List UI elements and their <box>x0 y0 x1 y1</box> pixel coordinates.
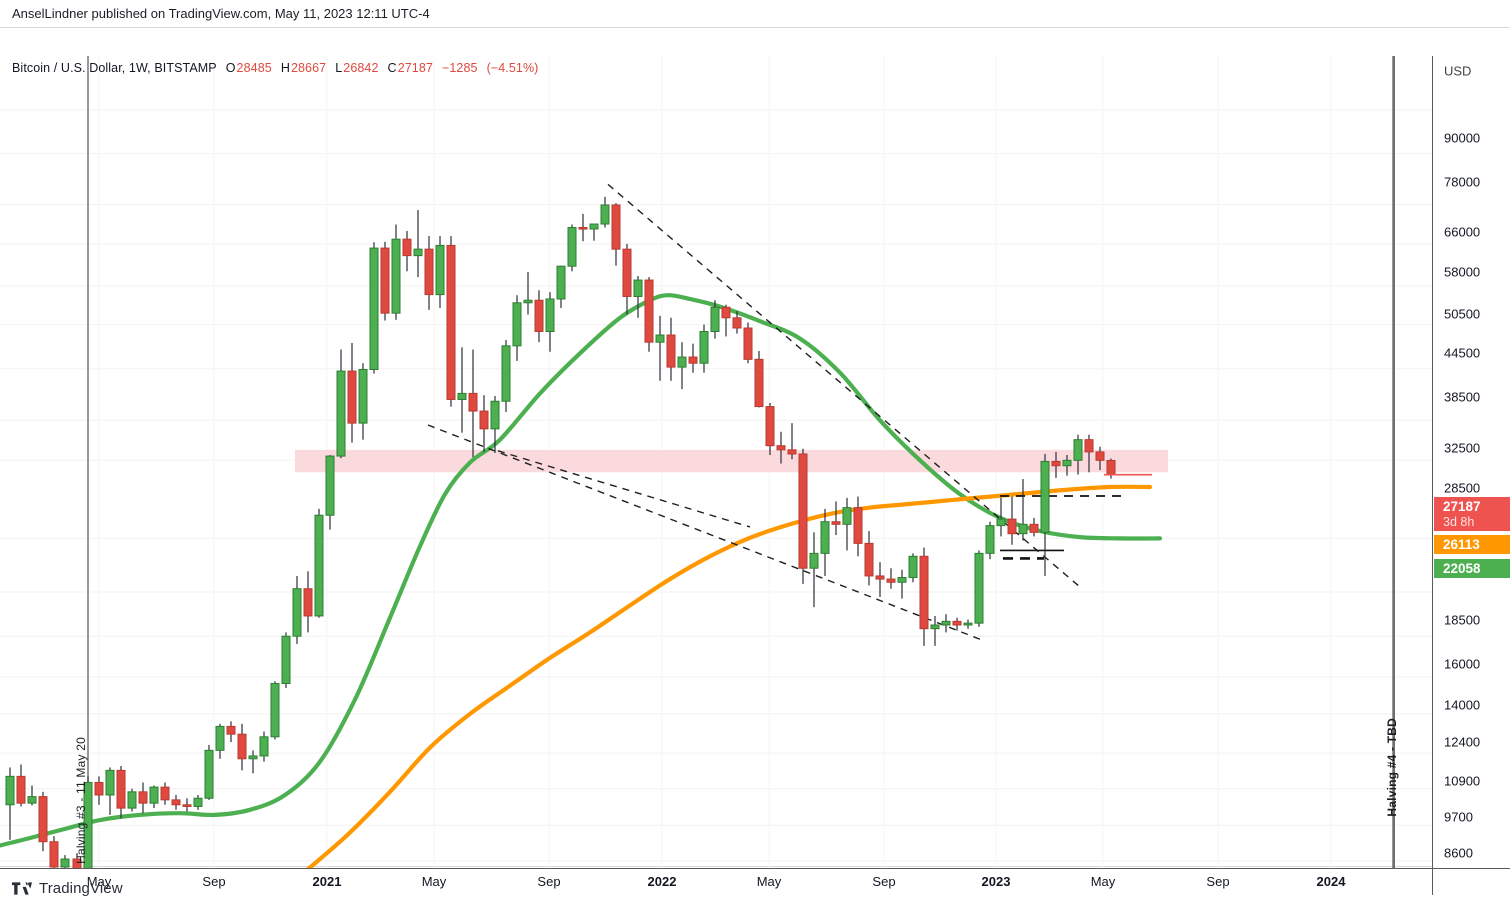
price-tick-32500: 32500 <box>1444 440 1481 456</box>
chart-frame: Bitcoin / U.S. Dollar, 1W, BITSTAMP O2848… <box>0 27 1510 897</box>
ma-fast-price-tag[interactable]: 22058 <box>1434 559 1510 578</box>
ohlc-o-value: 28485 <box>236 61 272 75</box>
time-tick-Sep[interactable]: Sep <box>537 874 561 889</box>
time-tick-May[interactable]: May <box>756 874 782 889</box>
change-percent: (−4.51%) <box>486 61 539 75</box>
ohlc-h-label: H <box>280 61 290 75</box>
price-plot[interactable]: Halving #3 - 11 May 20 <box>0 56 1432 868</box>
tradingview-brand: TradingView <box>39 879 123 897</box>
price-tick-58000: 58000 <box>1444 264 1481 280</box>
symbol-title[interactable]: Bitcoin / U.S. Dollar, 1W, BITSTAMP <box>12 61 217 75</box>
time-tick-Sep[interactable]: Sep <box>202 874 226 889</box>
price-tick-38500: 38500 <box>1444 389 1481 405</box>
time-tick-May[interactable]: May <box>421 874 447 889</box>
halving4-label: Halving #4 - TBD <box>1385 718 1399 817</box>
time-tick-Sep[interactable]: Sep <box>1206 874 1230 889</box>
time-axis[interactable]: May Sep 2021 May Sep 2022 May Sep 2023 May Sep 2024 <box>0 868 1432 895</box>
ma-slow-price-tag[interactable]: 26113 <box>1434 535 1510 554</box>
bar-countdown: 3d 8h <box>1443 514 1475 529</box>
ohlc-h-value: 28667 <box>290 61 327 75</box>
time-tick-May[interactable]: May <box>1090 874 1116 889</box>
price-tick-50500: 50500 <box>1444 306 1481 322</box>
time-tick-2023[interactable]: 2023 <box>981 874 1011 889</box>
price-tick-14000: 14000 <box>1444 697 1481 713</box>
time-tick-2024[interactable]: 2024 <box>1316 874 1346 889</box>
price-tick-44500: 44500 <box>1444 345 1481 361</box>
price-tick-8600: 8600 <box>1444 845 1473 861</box>
time-tick-2021[interactable]: 2021 <box>312 874 342 889</box>
axis-currency-label: USD <box>1444 63 1472 79</box>
time-tick-2022[interactable]: 2022 <box>647 874 677 889</box>
resistance-zone <box>295 449 1168 473</box>
price-tick-28500: 28500 <box>1444 480 1481 496</box>
price-tick-10900: 10900 <box>1444 773 1481 789</box>
price-tick-90000: 90000 <box>1444 130 1481 146</box>
change-value: −1285 <box>441 61 478 75</box>
candles <box>5 196 1116 868</box>
ohlc-c-value: 27187 <box>397 61 433 75</box>
axis-corner <box>1432 868 1510 895</box>
halving4-vline <box>1393 56 1395 868</box>
last-price-tag[interactable]: 27187 3d 8h <box>1434 497 1510 531</box>
trendlines <box>427 183 1121 641</box>
symbol-legend[interactable]: Bitcoin / U.S. Dollar, 1W, BITSTAMP O2848… <box>12 61 539 75</box>
time-tick-Sep[interactable]: Sep <box>872 874 896 889</box>
price-tick-18500: 18500 <box>1444 612 1481 628</box>
last-price-value: 27187 <box>1443 499 1481 514</box>
time-tick-May[interactable]: May <box>86 874 112 889</box>
ohlc-o-label: O <box>225 61 236 75</box>
ohlc-c-label: C <box>387 61 397 75</box>
price-tick-16000: 16000 <box>1444 656 1481 672</box>
candlestick-canvas[interactable] <box>0 56 1432 868</box>
price-tick-78000: 78000 <box>1444 174 1481 190</box>
price-tick-66000: 66000 <box>1444 224 1481 240</box>
price-tick-9700: 9700 <box>1444 809 1473 825</box>
price-axis[interactable]: USD 90000 78000 66000 58000 50500 44500 38500 3… <box>1432 56 1510 897</box>
halving3-label: Halving #3 - 11 May 20 <box>74 737 88 864</box>
tradingview-logo <box>12 881 32 895</box>
ohlc-l-label: L <box>335 61 343 75</box>
ohlc-l-value: 26842 <box>343 61 379 75</box>
publisher-text: AnselLindner published on TradingView.co… <box>12 6 430 21</box>
tradingview-footer[interactable]: TradingView <box>12 876 123 900</box>
publisher-bar: AnselLindner published on TradingView.co… <box>0 0 1510 27</box>
price-tick-12400: 12400 <box>1444 734 1481 750</box>
moving-average-lines <box>0 293 1163 868</box>
